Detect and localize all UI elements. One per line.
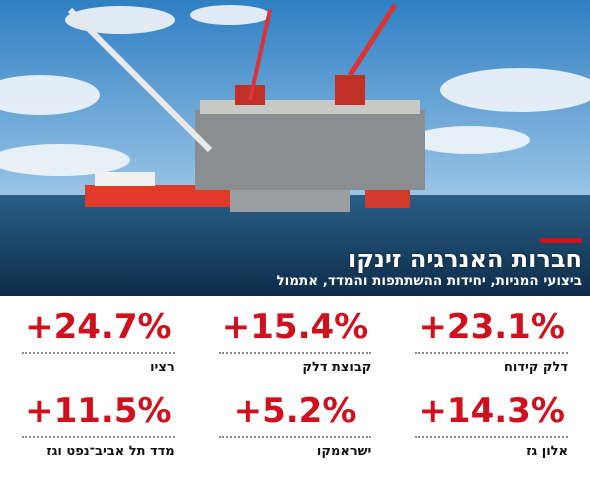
stat-label: אלון גז [526, 444, 568, 459]
separator [22, 352, 175, 354]
stats-grid: +23.1% דלק קידוח +15.4% קבוצת דלק +24.7% רציו… [0, 300, 590, 468]
stat-label: קבוצת דלק [302, 360, 372, 375]
accent-bar [540, 238, 582, 243]
stat-value: +24.7% [25, 307, 172, 347]
stat: +11.5% מדד תל אביב־נפט וגז [0, 384, 197, 468]
stat-value: +14.3% [418, 391, 565, 431]
title: חברות האנרגיה זינקו [348, 245, 582, 273]
stat-value: +11.5% [25, 391, 172, 431]
stat-value: +5.2% [233, 391, 357, 431]
separator [218, 436, 372, 438]
stat-label: ישראמקו [316, 444, 372, 459]
separator [415, 436, 568, 438]
separator [415, 352, 568, 354]
stat-value: +23.1% [418, 307, 565, 347]
photo [0, 0, 590, 296]
stat: +23.1% דלק קידוח [393, 300, 590, 384]
stat: +15.4% קבוצת דלק [197, 300, 394, 384]
subtitle: ביצועי המניות, יחידות ההשתתפות והמדד, את… [276, 273, 582, 289]
separator [22, 436, 175, 438]
stat: +14.3% אלון גז [393, 384, 590, 468]
header: חברות האנרגיה זינקו ביצועי המניות, יחידו… [276, 236, 582, 290]
stat: +5.2% ישראמקו [197, 384, 394, 468]
stat-label: רציו [150, 360, 175, 375]
stat: +24.7% רציו [0, 300, 197, 384]
stat-value: +15.4% [221, 307, 369, 347]
stat-label: מדד תל אביב־נפט וגז [46, 444, 175, 459]
separator [218, 352, 372, 354]
stat-label: דלק קידוח [503, 360, 568, 375]
